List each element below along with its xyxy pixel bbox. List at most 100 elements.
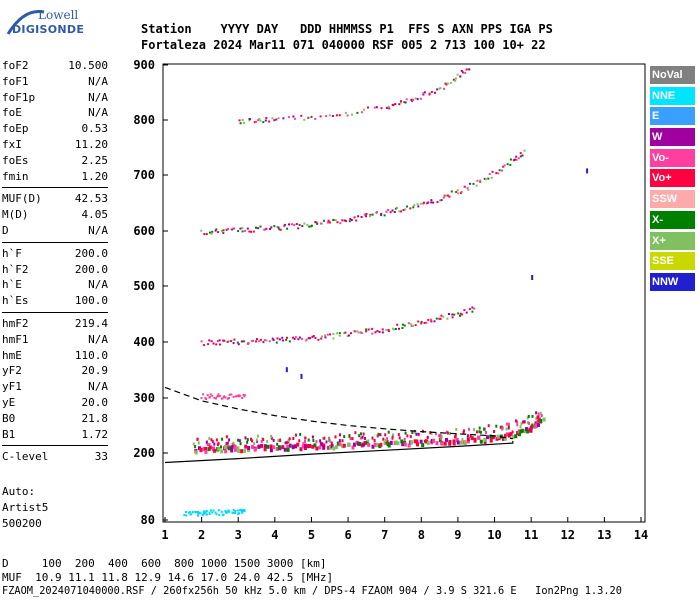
trace-point <box>251 444 254 449</box>
trace-point <box>262 438 265 442</box>
trace-point <box>423 201 425 204</box>
trace-point <box>259 225 262 228</box>
trace-point <box>253 121 256 124</box>
trace-point <box>449 82 452 84</box>
param-row-yf1: yF1 N/A <box>2 379 108 395</box>
trace-point <box>294 117 297 120</box>
trace-point <box>240 510 243 513</box>
trace-point <box>266 439 269 443</box>
param-row-hme: hmE 110.0 <box>2 348 108 364</box>
trace-point <box>454 79 457 82</box>
trace-point <box>528 421 531 425</box>
trace-point <box>334 219 337 222</box>
trace-point <box>459 314 461 317</box>
trace-point <box>379 433 382 437</box>
trace-point <box>310 115 313 118</box>
trace-point <box>373 439 376 442</box>
trace-point <box>483 427 486 431</box>
trace-point <box>439 317 442 320</box>
trace-point <box>243 394 246 396</box>
trace-point <box>277 117 280 120</box>
trace-point <box>212 342 215 345</box>
trace-point <box>417 205 420 208</box>
x-tick-label: 5 <box>308 528 315 542</box>
trace-point <box>295 433 297 437</box>
trace-point <box>415 432 418 436</box>
trace-point <box>263 339 266 341</box>
param-separator <box>2 239 108 243</box>
trace-point <box>464 71 467 74</box>
legend-item-sse: SSE <box>650 252 695 271</box>
trace-point <box>477 435 481 440</box>
trace-point <box>452 78 455 81</box>
trace-point <box>279 439 282 443</box>
trace-point <box>219 343 222 346</box>
trace-point <box>209 393 212 396</box>
trace-point <box>239 122 242 125</box>
y-tick-label: 800 <box>133 113 155 127</box>
trace-point <box>255 226 258 229</box>
trace-point <box>483 437 487 442</box>
trace-point <box>430 318 433 321</box>
trace-point <box>249 118 251 121</box>
lowell-digisonde-logo: Lowell DIGISONDE <box>4 6 94 40</box>
trace-point <box>479 179 482 182</box>
trace-point <box>351 113 353 116</box>
trace-point <box>253 442 256 446</box>
trace-point <box>324 336 327 339</box>
trace-point <box>338 332 341 335</box>
trace-point <box>272 438 275 442</box>
trace-point <box>439 199 441 202</box>
param-value: 100.0 <box>74 294 108 308</box>
trace-point <box>301 444 305 449</box>
trace-point <box>317 338 320 341</box>
trace-point <box>365 330 368 333</box>
trace-point <box>452 441 456 446</box>
trace-point <box>202 511 205 514</box>
trace-point <box>294 444 297 449</box>
param-name: h`F <box>2 246 22 260</box>
param-row-d: D N/A <box>2 223 108 239</box>
trace-point <box>344 331 347 334</box>
param-value: 42.53 <box>74 192 108 206</box>
trace-point <box>227 509 230 512</box>
trace-point <box>197 512 200 515</box>
trace-point <box>381 331 384 334</box>
trace-point <box>526 429 530 434</box>
footer-file-info: FZAOM_2024071040000.RSF / 260fx256h 50 k… <box>2 585 622 597</box>
trace-point <box>211 394 214 397</box>
trace-point <box>519 152 522 155</box>
trace-point <box>241 397 244 399</box>
trace-point <box>285 441 288 445</box>
trace-point <box>455 77 457 80</box>
trace-point <box>241 226 244 229</box>
trace-point <box>239 508 242 511</box>
trace-point <box>378 331 381 333</box>
trace-point <box>491 170 494 173</box>
trace-point <box>448 195 451 198</box>
trace-point <box>336 221 339 224</box>
trace-point <box>387 105 390 108</box>
trace-point <box>257 434 259 438</box>
trace-point <box>414 324 417 327</box>
trace-point <box>345 220 348 223</box>
trace-point <box>208 445 212 450</box>
param-row-hes: h`Es 100.0 <box>2 293 108 309</box>
trace-point <box>470 436 474 441</box>
trace-point <box>454 435 456 439</box>
trace-point <box>276 337 279 340</box>
trace-point <box>360 436 363 440</box>
trace-point <box>250 437 252 441</box>
trace-point <box>200 397 203 400</box>
trace-point <box>473 438 477 443</box>
trace-point <box>250 230 252 233</box>
trace-point <box>220 445 222 449</box>
legend-item-w: W <box>650 128 695 147</box>
trace-point <box>252 230 255 233</box>
trace-point <box>460 190 463 193</box>
trace-point <box>454 433 457 436</box>
trace-point <box>373 106 376 109</box>
trace-point <box>361 435 364 439</box>
trace-point <box>324 334 326 337</box>
trace-point <box>380 107 383 110</box>
